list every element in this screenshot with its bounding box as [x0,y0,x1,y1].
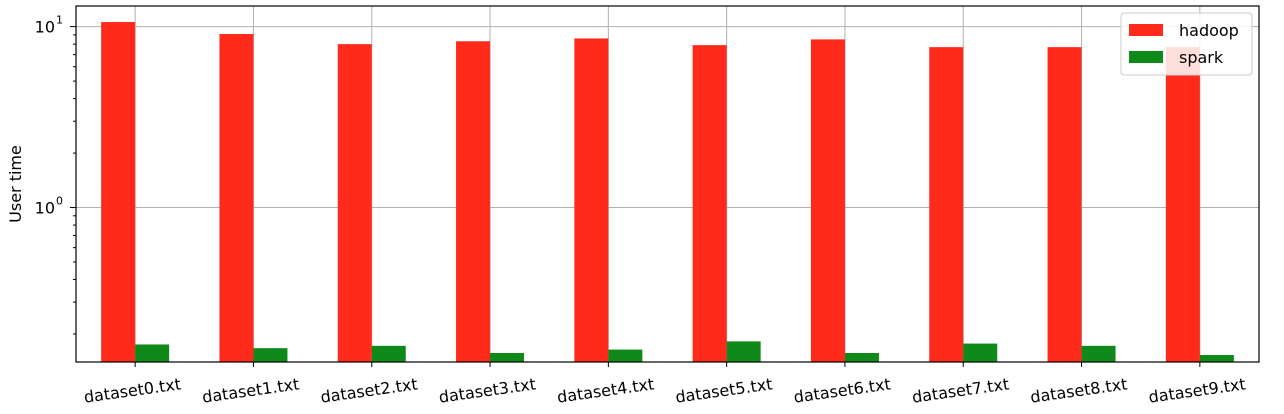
bar-hadoop-5 [692,45,727,362]
bar-spark-6 [844,352,879,362]
bar-spark-7 [963,343,998,362]
bar-hadoop-7 [929,47,964,363]
y-tick-base: 10 [35,199,55,218]
bar-spark-5 [726,341,761,362]
bar-spark-8 [1081,345,1116,362]
bar-hadoop-8 [1047,47,1082,363]
bar-spark-1 [253,348,288,362]
y-tick-exponent: 0 [56,195,63,208]
bar-spark-2 [371,345,406,362]
bar-hadoop-1 [219,34,254,363]
legend-swatch-spark [1129,51,1163,63]
bar-spark-4 [608,349,643,362]
legend-swatch-hadoop [1129,24,1163,36]
legend-label-spark: spark [1179,48,1224,67]
bar-hadoop-0 [101,22,136,362]
bars [101,22,1234,363]
bar-hadoop-3 [456,41,491,362]
y-tick-exponent: 1 [56,14,63,27]
legend-label-hadoop: hadoop [1179,21,1239,40]
y-tick-label: 10 1 [35,14,63,37]
y-tick-label: 10 0 [35,195,63,218]
y-tick-base: 10 [35,18,55,37]
bar-spark-9 [1199,355,1234,362]
bar-hadoop-4 [574,38,609,362]
bar-spark-0 [135,344,170,362]
bar-hadoop-9 [1165,47,1200,363]
legend: hadoop spark [1120,12,1253,76]
plot-frame [75,5,1260,363]
y-axis-label: User time [6,145,25,223]
bar-spark-3 [490,352,525,362]
bar-hadoop-6 [810,39,845,362]
bar-hadoop-2 [337,44,372,362]
